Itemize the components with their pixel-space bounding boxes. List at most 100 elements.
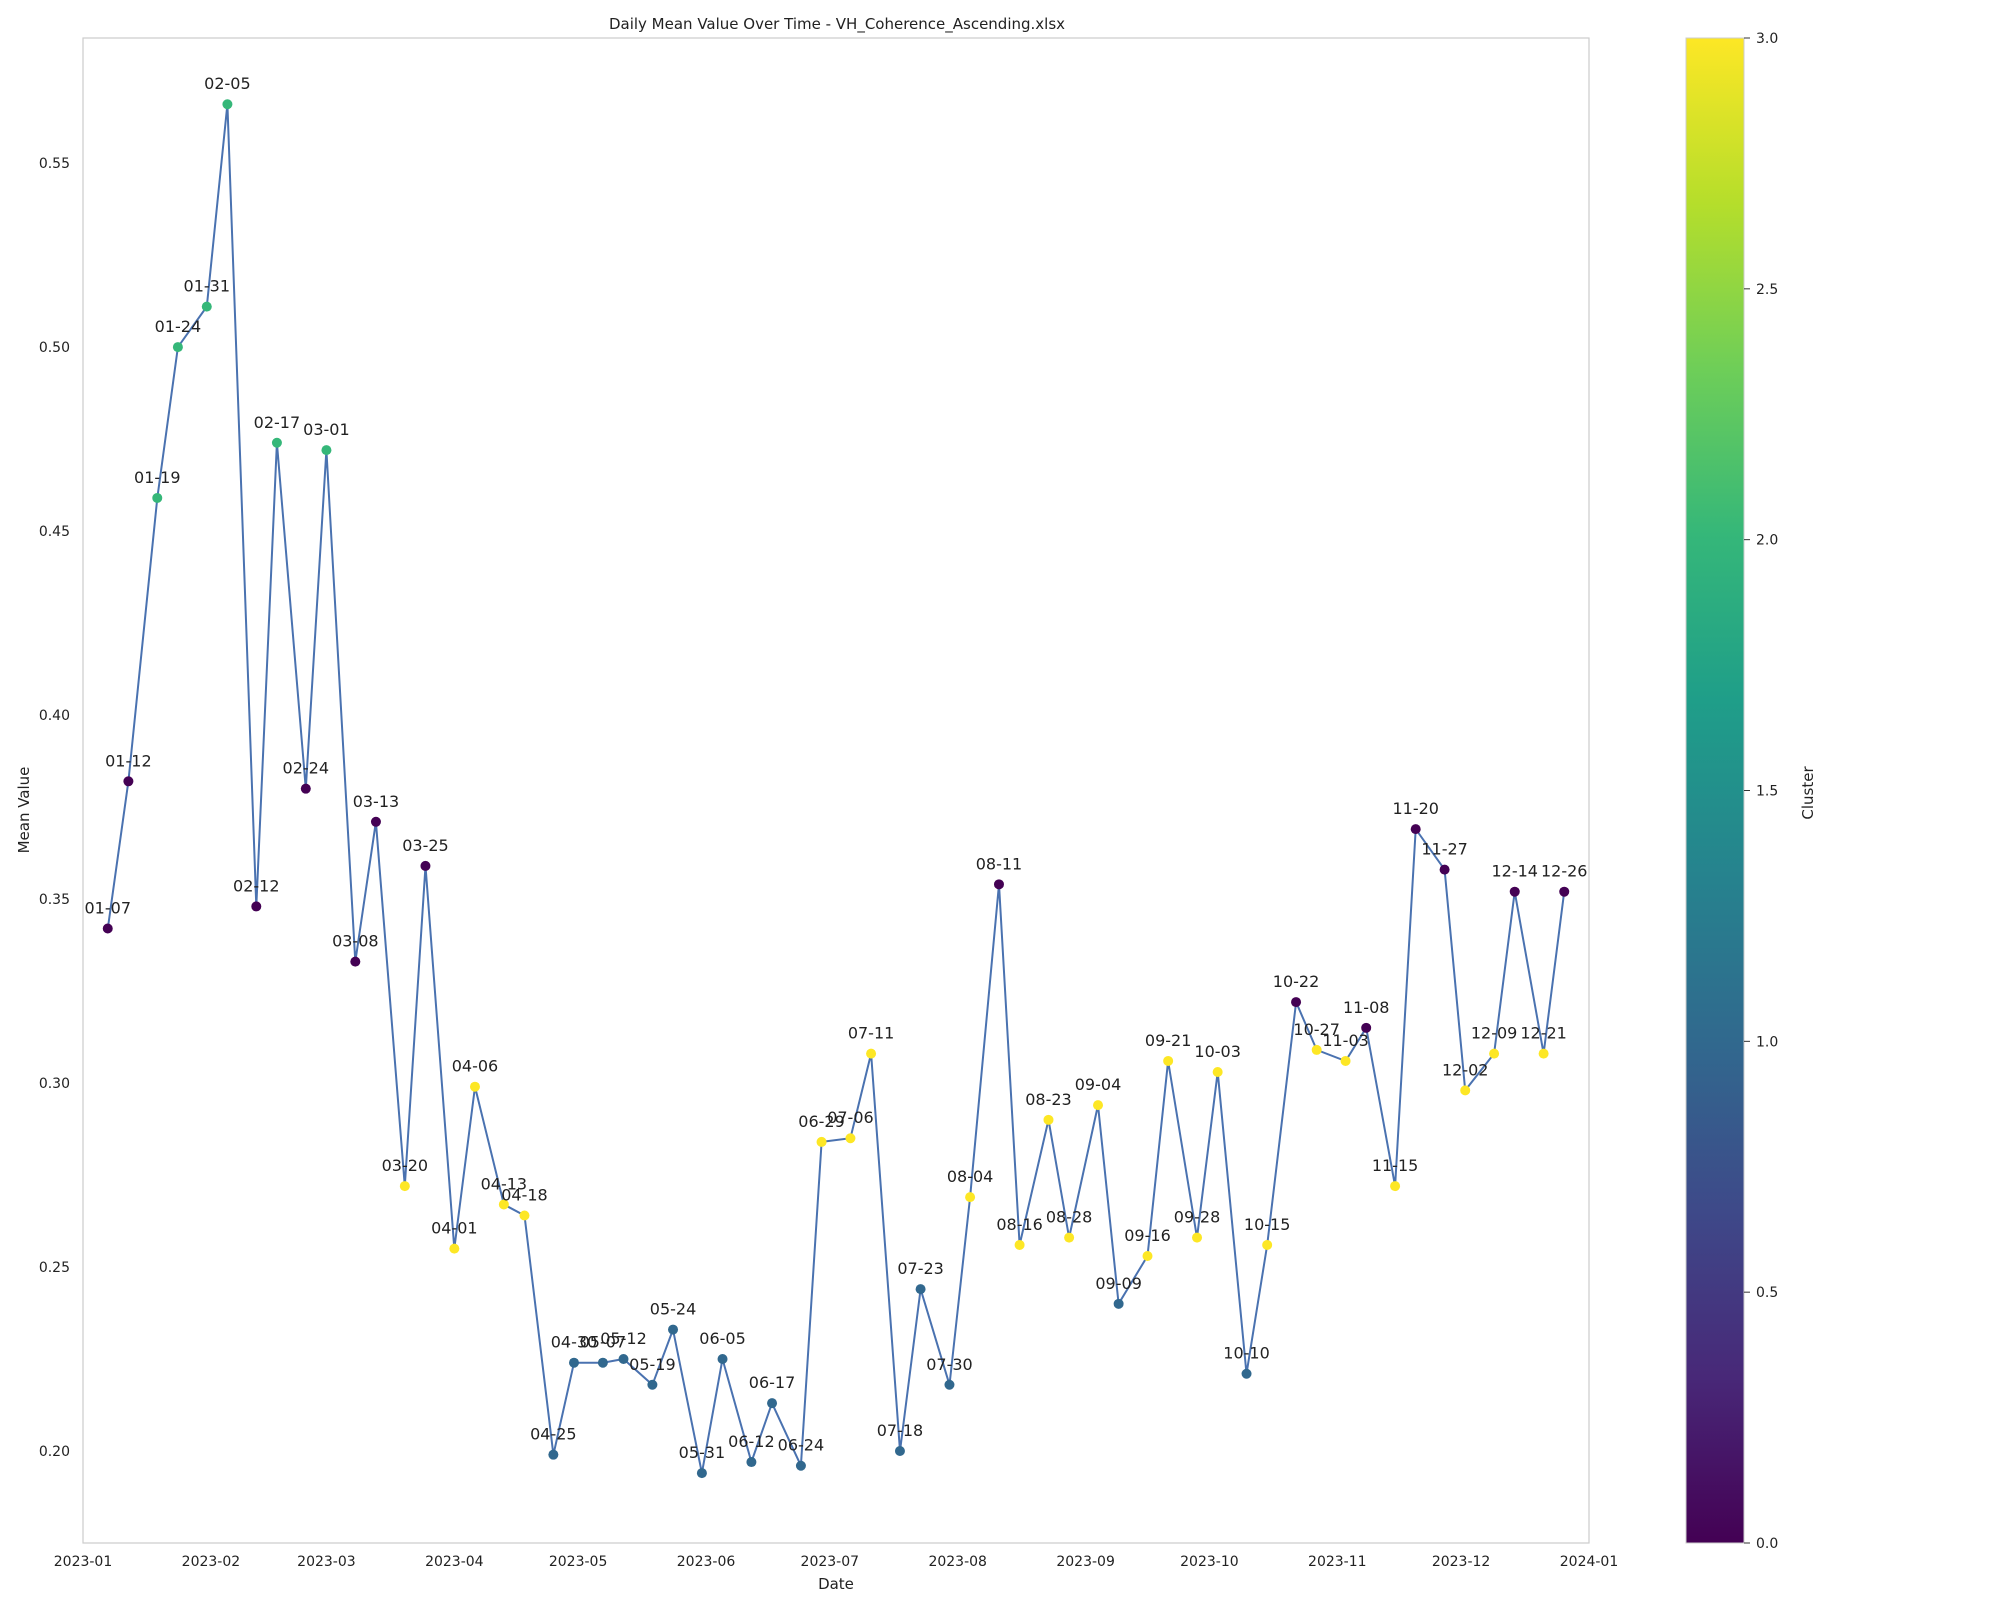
- data-label: 01-19: [134, 468, 181, 487]
- chart-title: Daily Mean Value Over Time - VH_Coherenc…: [609, 15, 1065, 34]
- data-point: [1410, 824, 1421, 835]
- data-point: [449, 1243, 460, 1254]
- data-point: [300, 783, 311, 794]
- y-tick-label: 0.20: [39, 1444, 70, 1460]
- data-label: 05-24: [650, 1300, 697, 1319]
- data-point: [1538, 1048, 1549, 1059]
- data-point: [1212, 1066, 1223, 1077]
- data-label: 04-25: [530, 1425, 577, 1444]
- data-label: 04-06: [452, 1057, 499, 1076]
- data-point: [519, 1210, 530, 1221]
- data-label: 12-21: [1520, 1024, 1567, 1043]
- data-label: 02-12: [233, 876, 280, 895]
- data-label: 03-08: [332, 932, 379, 951]
- x-tick-label: 2023-01: [54, 1554, 113, 1570]
- data-label: 10-10: [1223, 1344, 1270, 1363]
- data-point: [717, 1354, 728, 1365]
- data-label: 09-21: [1145, 1031, 1192, 1050]
- data-label: 03-20: [382, 1156, 429, 1175]
- data-point: [668, 1324, 679, 1335]
- data-point: [894, 1446, 905, 1457]
- data-point: [1361, 1022, 1372, 1033]
- data-point: [251, 901, 262, 912]
- data-label: 06-29: [798, 1112, 845, 1131]
- x-tick-label: 2023-05: [549, 1554, 608, 1570]
- data-label: 11-15: [1372, 1156, 1419, 1175]
- data-label: 10-22: [1273, 972, 1320, 991]
- colorbar-tick-label: 0.0: [1756, 1536, 1778, 1552]
- data-point: [1489, 1048, 1500, 1059]
- x-tick-label: 2023-04: [425, 1554, 484, 1570]
- data-point: [647, 1379, 658, 1390]
- data-point: [399, 1181, 410, 1192]
- x-tick-label: 2023-03: [297, 1554, 356, 1570]
- data-label: 10-27: [1293, 1020, 1340, 1039]
- data-label: 04-01: [431, 1219, 478, 1238]
- data-point: [1043, 1114, 1054, 1125]
- data-point: [1113, 1298, 1124, 1309]
- data-point: [1439, 864, 1450, 875]
- data-label: 01-07: [85, 898, 132, 917]
- data-label: 02-05: [204, 74, 251, 93]
- data-label: 03-13: [353, 792, 400, 811]
- colorbar: [1685, 37, 1745, 1544]
- data-label: 11-03: [1322, 1031, 1369, 1050]
- data-label: 06-12: [728, 1432, 775, 1451]
- data-point: [866, 1048, 877, 1059]
- data-point: [1192, 1232, 1203, 1243]
- data-label: 08-04: [947, 1167, 994, 1186]
- data-label: 08-11: [976, 854, 1023, 873]
- data-point: [1509, 886, 1520, 897]
- data-point: [1142, 1250, 1153, 1261]
- x-tick-label: 2023-06: [677, 1554, 736, 1570]
- data-label: 04-30: [551, 1333, 598, 1352]
- data-point: [816, 1136, 827, 1147]
- colorbar-tick-label: 1.0: [1756, 1034, 1778, 1050]
- y-tick-label: 0.30: [39, 1076, 70, 1092]
- colorbar-tick-label: 1.5: [1756, 784, 1778, 800]
- data-point: [498, 1199, 509, 1210]
- data-label: 05-19: [629, 1355, 676, 1374]
- x-tick-label: 2023-08: [928, 1554, 987, 1570]
- plot-frame: [82, 37, 1590, 1544]
- data-point: [172, 342, 183, 353]
- colorbar-ticks: 0.0 0.5 1.0 1.5 2.0 2.5 3.0: [1744, 31, 1778, 1552]
- data-point: [1311, 1044, 1322, 1055]
- data-point: [1241, 1368, 1252, 1379]
- data-label: 07-30: [926, 1355, 973, 1374]
- data-label: 03-01: [303, 420, 350, 439]
- data-label: 02-17: [254, 413, 301, 432]
- x-tick-label: 2023-02: [182, 1554, 241, 1570]
- data-label: 05-07: [580, 1333, 627, 1352]
- data-label: 08-16: [996, 1215, 1043, 1234]
- data-label: 08-23: [1025, 1090, 1072, 1109]
- x-tick-label: 2023-11: [1308, 1554, 1367, 1570]
- data-point: [1340, 1055, 1351, 1066]
- data-label: 07-23: [897, 1259, 944, 1278]
- data-label: 09-04: [1075, 1075, 1122, 1094]
- colorbar-tick-label: 2.5: [1756, 282, 1778, 298]
- data-point: [767, 1398, 778, 1409]
- data-point: [1262, 1239, 1273, 1250]
- data-point: [965, 1192, 976, 1203]
- data-label: 10-15: [1244, 1215, 1291, 1234]
- x-tick-label: 2023-09: [1056, 1554, 1115, 1570]
- series-line-group: 01-07 01-12 01-19 01-24 01-31 02-05 02-12 02-17…: [85, 74, 1587, 1479]
- data-point: [370, 816, 381, 827]
- data-point: [1559, 886, 1570, 897]
- data-label: 05-12: [600, 1329, 647, 1348]
- data-label: 12-14: [1491, 862, 1538, 881]
- data-label: 01-24: [155, 317, 202, 336]
- data-point: [915, 1284, 926, 1295]
- data-point: [222, 99, 233, 110]
- data-point: [746, 1457, 757, 1468]
- data-point: [469, 1081, 480, 1092]
- data-label: 11-27: [1421, 840, 1468, 859]
- data-label: 11-20: [1392, 799, 1439, 818]
- data-label: 04-18: [501, 1186, 548, 1205]
- y-tick-label: 0.35: [39, 892, 70, 908]
- data-label: 01-31: [184, 277, 231, 296]
- data-label: 01-12: [105, 751, 152, 770]
- data-point: [993, 879, 1004, 890]
